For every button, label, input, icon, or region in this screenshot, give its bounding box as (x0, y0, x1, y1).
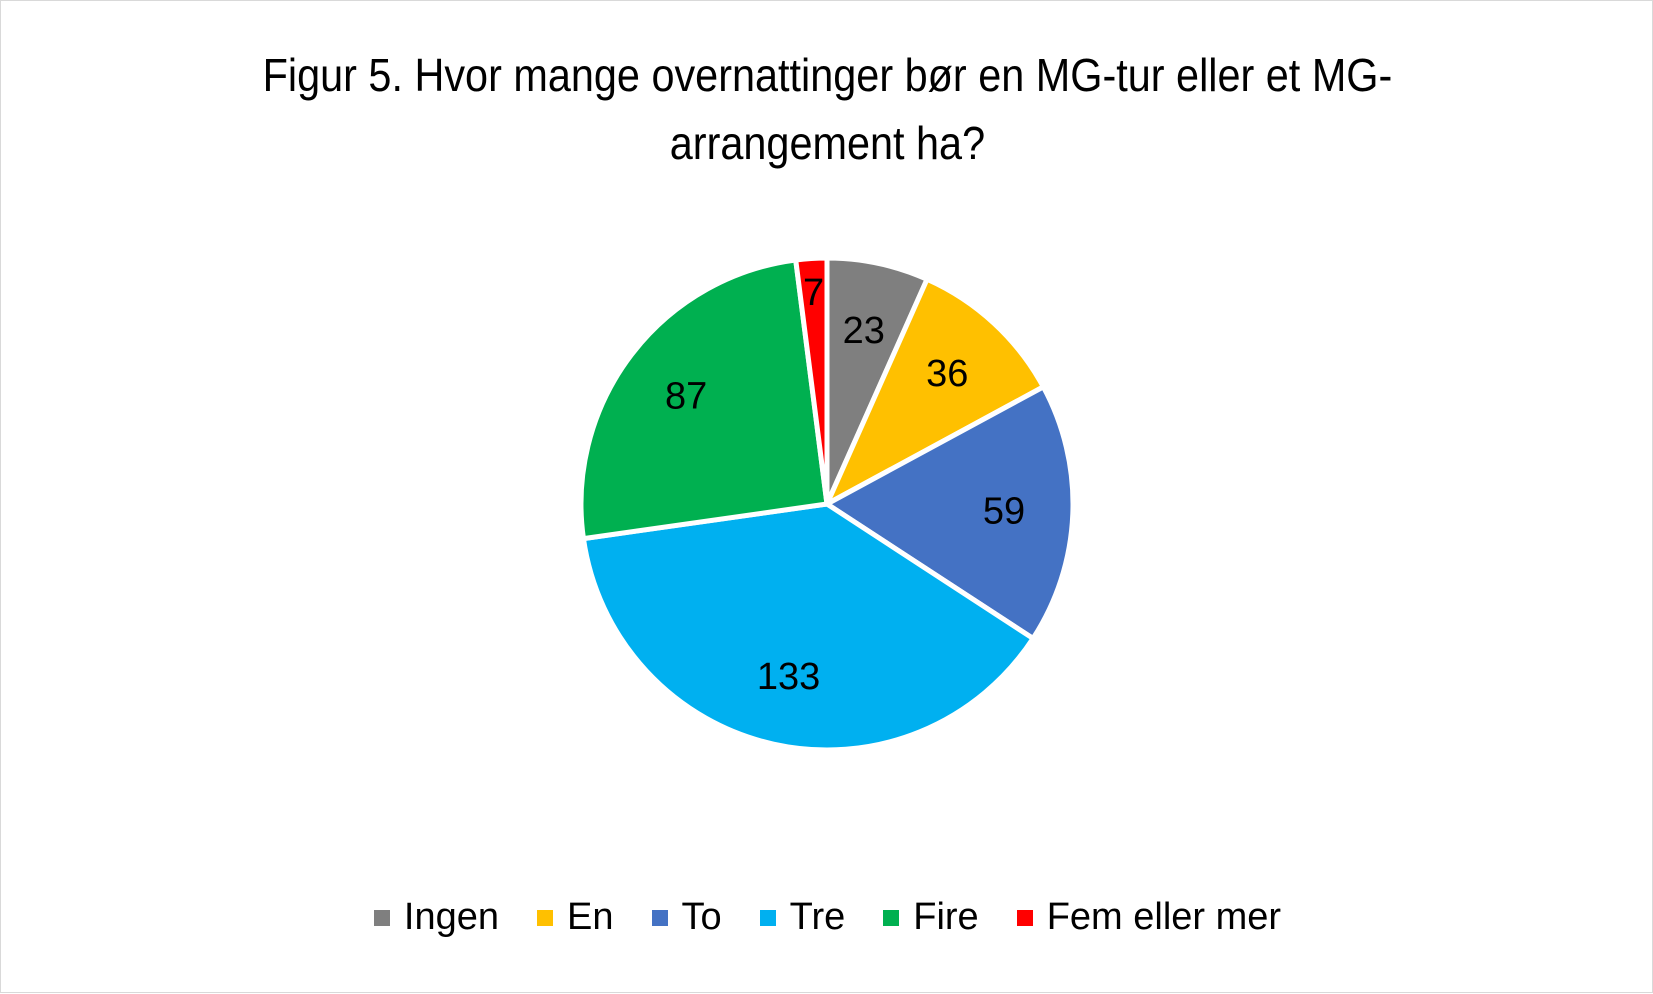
legend-item-fem-eller-mer: Fem eller mer (1016, 896, 1282, 939)
legend-swatch-tre (759, 909, 776, 926)
legend-label-ingen: Ingen (403, 896, 500, 938)
legend-swatch-en (537, 909, 554, 926)
legend-item-ingen: Ingen (373, 896, 500, 939)
legend-label-tre: Tre (789, 896, 846, 938)
legend-item-to: To (651, 896, 722, 939)
data-label-ingen: 23 (843, 310, 885, 352)
legend-swatch-ingen (373, 909, 390, 926)
data-label-fem-eller-mer: 7 (803, 272, 824, 314)
pie-slice-en (824, 276, 1046, 507)
data-labels: 23 36 59 133 87 7 (665, 272, 1025, 698)
chart-title-line-2: arrangement ha? (669, 117, 986, 169)
legend-item-tre: Tre (759, 896, 846, 939)
legend-item-fire: Fire (883, 896, 979, 939)
legend-label-fire: Fire (913, 896, 979, 938)
data-label-tre: 133 (757, 656, 820, 698)
data-label-en: 36 (926, 353, 968, 395)
legend-label-en: En (567, 896, 614, 938)
chart-title: Figur 5. Hvor mange overnattinger bør en… (84, 41, 1572, 177)
data-label-fire: 87 (665, 376, 707, 418)
pie-slice-to (824, 384, 1076, 641)
data-label-to: 59 (983, 490, 1025, 532)
pie-slice-fem-eller-mer (793, 255, 830, 507)
legend-label-fem-eller-mer: Fem eller mer (1046, 896, 1282, 938)
legend-label-to: To (681, 896, 722, 938)
legend-item-en: En (537, 896, 614, 939)
pie-slice-fire (578, 257, 830, 542)
legend-swatch-fem-eller-mer (1016, 909, 1033, 926)
chart-title-line-1: Figur 5. Hvor mange overnattinger bør en… (262, 49, 1393, 101)
legend-swatch-fire (883, 909, 900, 926)
legend: Ingen En To Tre Fire Fem eller mer (1, 896, 1653, 939)
pie-slice-tre (580, 501, 1036, 753)
legend-swatch-to (651, 909, 668, 926)
